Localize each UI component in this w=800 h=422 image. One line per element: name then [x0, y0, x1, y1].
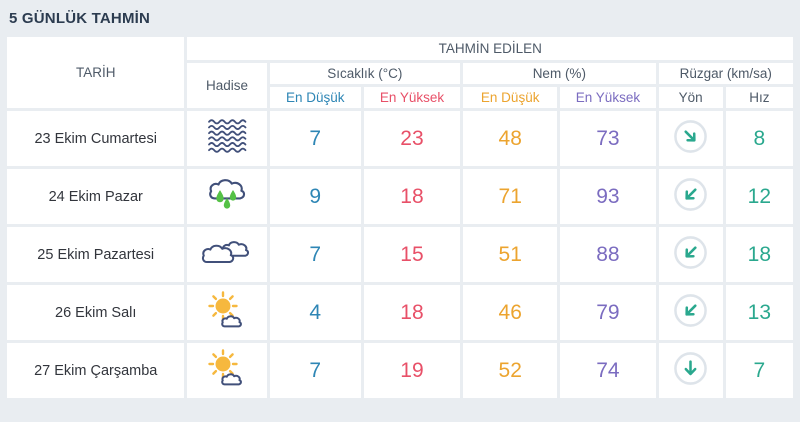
- wind-arrow-down-left-icon: [673, 293, 708, 328]
- humidity-min-cell: 51: [463, 227, 558, 282]
- humidity-min-cell: 52: [463, 343, 558, 398]
- header-nem: Nem (%): [463, 63, 656, 84]
- wind-direction-cell: [658, 227, 723, 282]
- wind-speed-cell: 12: [725, 169, 793, 224]
- condition-cell: [187, 227, 267, 282]
- wind-direction-cell: [658, 285, 723, 340]
- forecast-row: 24 Ekim Pazar 9 18 71 93 12: [7, 169, 793, 224]
- temp-max-cell: 18: [363, 285, 461, 340]
- wind-speed-cell: 18: [725, 227, 793, 282]
- header-hadise: Hadise: [187, 63, 267, 108]
- header-tahmin-edilen: TAHMİN EDİLEN: [187, 37, 793, 60]
- fog-icon: [205, 118, 249, 154]
- header-row-2: Hadise Sıcaklık (°C) Nem (%) Rüzgar (km/…: [7, 63, 793, 108]
- subheader-hiz: Hız: [725, 87, 793, 108]
- wind-arrow-down-left-icon: [673, 235, 708, 270]
- header-sicaklik: Sıcaklık (°C): [269, 63, 461, 84]
- wind-arrow-down-icon: [673, 351, 708, 386]
- humidity-max-cell: 79: [560, 285, 656, 340]
- forecast-row: 27 Ekim Çarşamba 7 19 52 74 7: [7, 343, 793, 398]
- date-cell: 25 Ekim Pazartesi: [7, 227, 185, 282]
- header-tarih: TARİH: [7, 37, 185, 108]
- humidity-max-cell: 88: [560, 227, 656, 282]
- temp-min-cell: 7: [269, 227, 361, 282]
- temp-max-cell: 18: [363, 169, 461, 224]
- subheader-humidity-min: En Düşük: [463, 87, 558, 108]
- temp-min-cell: 4: [269, 285, 361, 340]
- subheader-humidity-max: En Yüksek: [560, 87, 656, 108]
- wind-arrow-down-right-icon: [673, 119, 708, 154]
- forecast-body: 23 Ekim Cumartesi 7 23 48 73 8 24 Ekim Pazar …: [7, 111, 793, 398]
- temp-min-cell: 9: [269, 169, 361, 224]
- wind-arrow-down-left-icon: [673, 177, 708, 212]
- humidity-max-cell: 93: [560, 169, 656, 224]
- wind-direction-cell: [658, 111, 723, 166]
- humidity-min-cell: 71: [463, 169, 558, 224]
- condition-cell: [187, 343, 267, 398]
- subheader-yon: Yön: [658, 87, 723, 108]
- subheader-temp-max: En Yüksek: [363, 87, 461, 108]
- clouds-icon: [200, 238, 254, 266]
- header-row-3: En Düşük En Yüksek En Düşük En Yüksek Yö…: [7, 87, 793, 108]
- wind-speed-cell: 13: [725, 285, 793, 340]
- wind-speed-cell: 7: [725, 343, 793, 398]
- temp-max-cell: 15: [363, 227, 461, 282]
- forecast-row: 26 Ekim Salı 4 18 46 79 13: [7, 285, 793, 340]
- humidity-min-cell: 46: [463, 285, 558, 340]
- page-title: 5 GÜNLÜK TAHMİN: [9, 10, 151, 27]
- date-cell: 27 Ekim Çarşamba: [7, 343, 185, 398]
- header-ruzgar: Rüzgar (km/sa): [658, 63, 793, 84]
- condition-cell: [187, 285, 267, 340]
- wind-direction-cell: [658, 343, 723, 398]
- condition-cell: [187, 169, 267, 224]
- forecast-table: TARİH TAHMİN EDİLEN Hadise Sıcaklık (°C)…: [4, 34, 796, 401]
- humidity-max-cell: 73: [560, 111, 656, 166]
- wind-direction-cell: [658, 169, 723, 224]
- temp-max-cell: 23: [363, 111, 461, 166]
- sun-cloud-icon: [204, 348, 250, 388]
- humidity-max-cell: 74: [560, 343, 656, 398]
- header-row-1: TARİH TAHMİN EDİLEN: [7, 37, 793, 108]
- date-cell: 23 Ekim Cumartesi: [7, 111, 185, 166]
- forecast-row: 23 Ekim Cumartesi 7 23 48 73 8: [7, 111, 793, 166]
- humidity-min-cell: 48: [463, 111, 558, 166]
- sun-cloud-icon: [204, 290, 250, 330]
- temp-min-cell: 7: [269, 343, 361, 398]
- forecast-row: 25 Ekim Pazartesi 7 15 51 88 18: [7, 227, 793, 282]
- temp-min-cell: 7: [269, 111, 361, 166]
- temp-max-cell: 19: [363, 343, 461, 398]
- date-cell: 26 Ekim Salı: [7, 285, 185, 340]
- wind-speed-cell: 8: [725, 111, 793, 166]
- subheader-temp-min: En Düşük: [269, 87, 361, 108]
- rain-icon: [205, 173, 249, 216]
- date-cell: 24 Ekim Pazar: [7, 169, 185, 224]
- condition-cell: [187, 111, 267, 166]
